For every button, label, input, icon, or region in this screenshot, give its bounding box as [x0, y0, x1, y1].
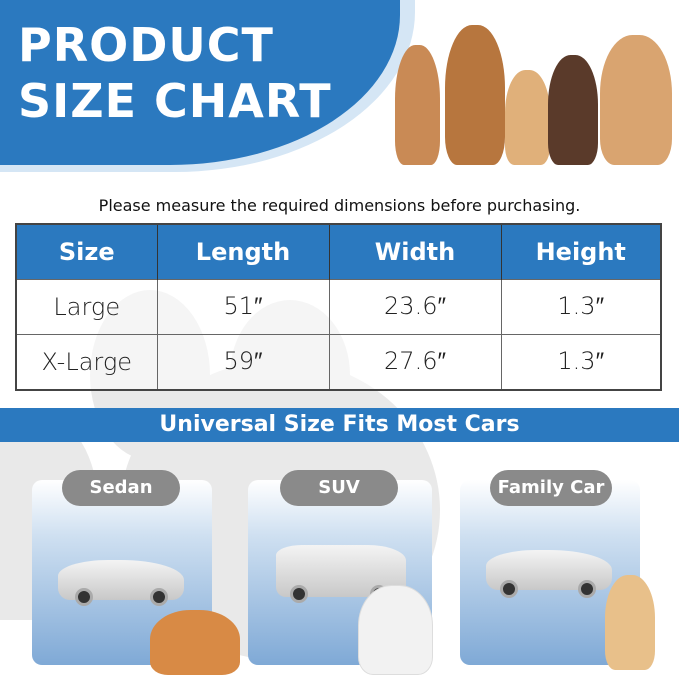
header-size: Size — [16, 224, 158, 279]
corgi-image — [150, 610, 240, 675]
header-length: Length — [157, 224, 330, 279]
fits-banner: Universal Size Fits Most Cars — [0, 408, 679, 442]
header-width: Width — [329, 224, 502, 279]
wheel-icon — [500, 580, 518, 598]
cell: 27.6″ — [328, 333, 502, 391]
measure-note: Please measure the required dimensions b… — [98, 196, 581, 215]
size-table: Size Length Width Height Large 51″ 23.6″… — [15, 223, 662, 391]
wheel-icon — [75, 588, 93, 606]
header-height: Height — [501, 224, 662, 279]
table-header-row: Size Length Width Height — [16, 224, 662, 279]
cell: 1.3″ — [500, 278, 662, 335]
wheel-icon — [290, 585, 308, 603]
cell: 51″ — [156, 278, 330, 335]
samoyed-image — [358, 585, 433, 675]
label-family-car: Family Car — [490, 470, 612, 506]
table-row: X-Large 59″ 27.6″ 1.3″ — [15, 333, 662, 391]
table-row: Large 51″ 23.6″ 1.3″ — [15, 278, 662, 335]
title-line-1: PRODUCT — [18, 18, 274, 72]
puppy-image — [605, 575, 655, 670]
label-suv: SUV — [280, 470, 398, 506]
cell: Large — [15, 278, 158, 335]
label-sedan: Sedan — [62, 470, 180, 506]
wheel-icon — [150, 588, 168, 606]
cell: X-Large — [15, 333, 158, 391]
title-line-2: SIZE CHART — [18, 74, 332, 128]
cell: 23.6″ — [328, 278, 502, 335]
cell: 1.3″ — [500, 333, 662, 391]
wheel-icon — [578, 580, 596, 598]
cell: 59″ — [156, 333, 330, 391]
